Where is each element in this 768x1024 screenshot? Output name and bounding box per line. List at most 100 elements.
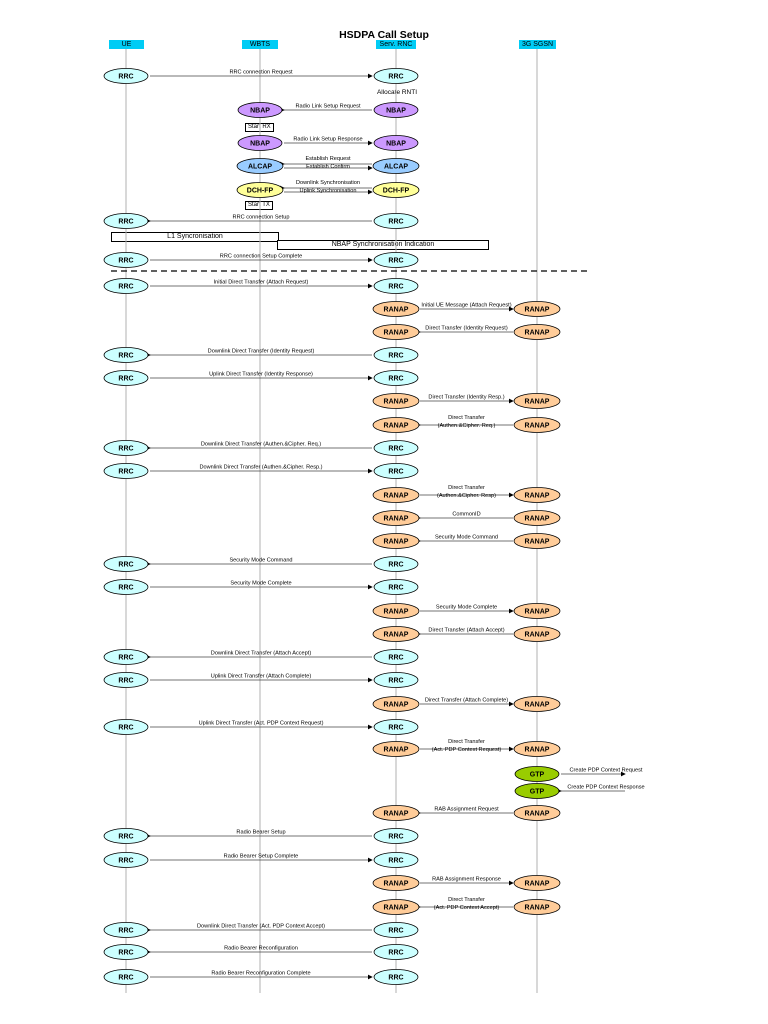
node-rrc xyxy=(373,828,419,844)
message-29: Create PDP Context Response GTP xyxy=(514,783,645,799)
node-rrc xyxy=(103,463,149,479)
node-label-rrc: RRC xyxy=(388,975,403,982)
message-label: Direct Transfer xyxy=(448,897,485,903)
node-nbap xyxy=(237,135,283,151)
node-label-rrc: RRC xyxy=(388,725,403,732)
node-nbap xyxy=(237,102,283,118)
node-ranap xyxy=(513,324,561,340)
page-title: HSDPA Call Setup xyxy=(339,29,429,41)
message-5: RRC connection Setup RRC RRC xyxy=(103,213,419,229)
node-label-rrc: RRC xyxy=(388,834,403,841)
node-label-ranap: RANAP xyxy=(384,747,409,754)
node-ranap xyxy=(513,805,561,821)
node-label-ranap: RANAP xyxy=(384,539,409,546)
message-label: Direct Transfer xyxy=(448,739,485,745)
message-label: Direct Transfer xyxy=(448,485,485,491)
node-label-rrc: RRC xyxy=(118,858,133,865)
node-rrc xyxy=(103,278,149,294)
message-2: Radio Link Setup Response NBAP NBAP xyxy=(237,135,419,151)
node-label-rrc: RRC xyxy=(118,219,133,226)
node-label-nbap: NBAP xyxy=(386,141,406,148)
message-label: Establish Request xyxy=(305,156,351,162)
node-ranap xyxy=(372,417,420,433)
node-ranap xyxy=(513,533,561,549)
node-label-ranap: RANAP xyxy=(384,307,409,314)
message-6: RRC connection Setup Complete RRC RRC xyxy=(103,252,419,268)
node-ranap xyxy=(513,393,561,409)
node-rrc xyxy=(373,68,419,84)
message-label: Radio Bearer Setup Complete xyxy=(224,854,299,860)
node-rrc xyxy=(373,440,419,456)
message-24: Uplink Direct Transfer (Attach Complete)… xyxy=(103,672,419,688)
message-label: Radio Bearer Reconfiguration xyxy=(224,946,298,952)
message-label: Downlink Direct Transfer (Authen.&Cipher… xyxy=(201,442,321,448)
node-rrc xyxy=(103,579,149,595)
node-label-rrc: RRC xyxy=(118,74,133,81)
node-label-ranap: RANAP xyxy=(525,747,550,754)
node-label-rrc: RRC xyxy=(118,353,133,360)
message-34: Direct Transfer (Act. PDP Context Accept)… xyxy=(372,897,561,915)
node-rrc xyxy=(373,672,419,688)
node-label-rrc: RRC xyxy=(388,858,403,865)
message-label: (Authen.&Cipher. Req.) xyxy=(438,423,496,429)
message-label: Security Mode Command xyxy=(229,558,292,564)
node-rrc xyxy=(103,969,149,985)
node-label-ranap: RANAP xyxy=(384,423,409,430)
node-ranap xyxy=(513,899,561,915)
message-28: Create PDP Context Request GTP xyxy=(514,766,643,782)
node-rrc xyxy=(103,672,149,688)
node-label-gtp: GTP xyxy=(530,772,545,779)
node-ranap xyxy=(372,899,420,915)
node-label-dchfp: DCH-FP xyxy=(383,188,410,195)
node-ranap xyxy=(372,510,420,526)
message-label: Create PDP Context Response xyxy=(567,785,644,791)
message-label: Radio Link Setup Response xyxy=(293,137,362,143)
node-label-ranap: RANAP xyxy=(525,539,550,546)
node-label-rrc: RRC xyxy=(118,446,133,453)
message-11: Uplink Direct Transfer (Identity Respons… xyxy=(103,370,419,386)
node-ranap xyxy=(513,875,561,891)
node-dchfp xyxy=(372,182,420,198)
node-label-ranap: RANAP xyxy=(525,609,550,616)
message-label: Initial UE Message (Attach Request) xyxy=(421,303,511,309)
node-label-ranap: RANAP xyxy=(525,905,550,912)
node-rrc xyxy=(103,347,149,363)
node-label-ranap: RANAP xyxy=(384,632,409,639)
node-label-rrc: RRC xyxy=(118,975,133,982)
message-label: RRC connection Setup xyxy=(233,215,290,221)
message-label: Uplink Direct Transfer (Identity Respons… xyxy=(209,372,313,378)
node-label-ranap: RANAP xyxy=(384,702,409,709)
message-label: Create PDP Context Request xyxy=(570,768,643,774)
node-label-rrc: RRC xyxy=(118,376,133,383)
message-22: Direct Transfer (Attach Accept) RANAP RANA… xyxy=(372,626,561,642)
message-label: Uplink Direct Transfer (Act. PDP Context… xyxy=(199,721,324,727)
message-4: Downlink Synchronisation Uplink Synchroni… xyxy=(236,180,420,198)
node-ranap xyxy=(372,875,420,891)
node-ranap xyxy=(372,393,420,409)
node-rrc xyxy=(373,252,419,268)
message-label: Downlink Direct Transfer (Attach Accept) xyxy=(211,651,312,657)
message-label: Direct Transfer xyxy=(448,415,485,421)
message-27: Direct Transfer (Act. PDP Context Request… xyxy=(372,739,561,757)
message-label: Establish Confirm xyxy=(306,164,350,170)
node-label-rrc: RRC xyxy=(118,469,133,476)
node-rrc xyxy=(373,649,419,665)
node-rrc xyxy=(103,649,149,665)
node-rrc xyxy=(103,719,149,735)
node-label-rrc: RRC xyxy=(388,353,403,360)
message-label: Initial Direct Transfer (Attach Request) xyxy=(214,280,309,286)
node-label-rrc: RRC xyxy=(118,950,133,957)
node-rrc xyxy=(373,213,419,229)
message-3: Establish Request Establish Confirm ALCAP A… xyxy=(236,156,420,174)
nbap-sync-bar: NBAP Synchronisation Indication xyxy=(277,240,489,250)
node-ranap xyxy=(513,510,561,526)
node-label-ranap: RANAP xyxy=(525,632,550,639)
node-label-nbap: NBAP xyxy=(386,108,406,115)
message-label: Radio Bearer Setup xyxy=(236,830,285,836)
node-label-rrc: RRC xyxy=(118,655,133,662)
message-8: Initial UE Message (Attach Request) RANAP… xyxy=(372,301,561,317)
message-32: Radio Bearer Setup Complete RRC RRC xyxy=(103,852,419,868)
node-ranap xyxy=(513,487,561,503)
node-rrc xyxy=(103,828,149,844)
message-label: RAB Assignment Request xyxy=(434,807,499,813)
